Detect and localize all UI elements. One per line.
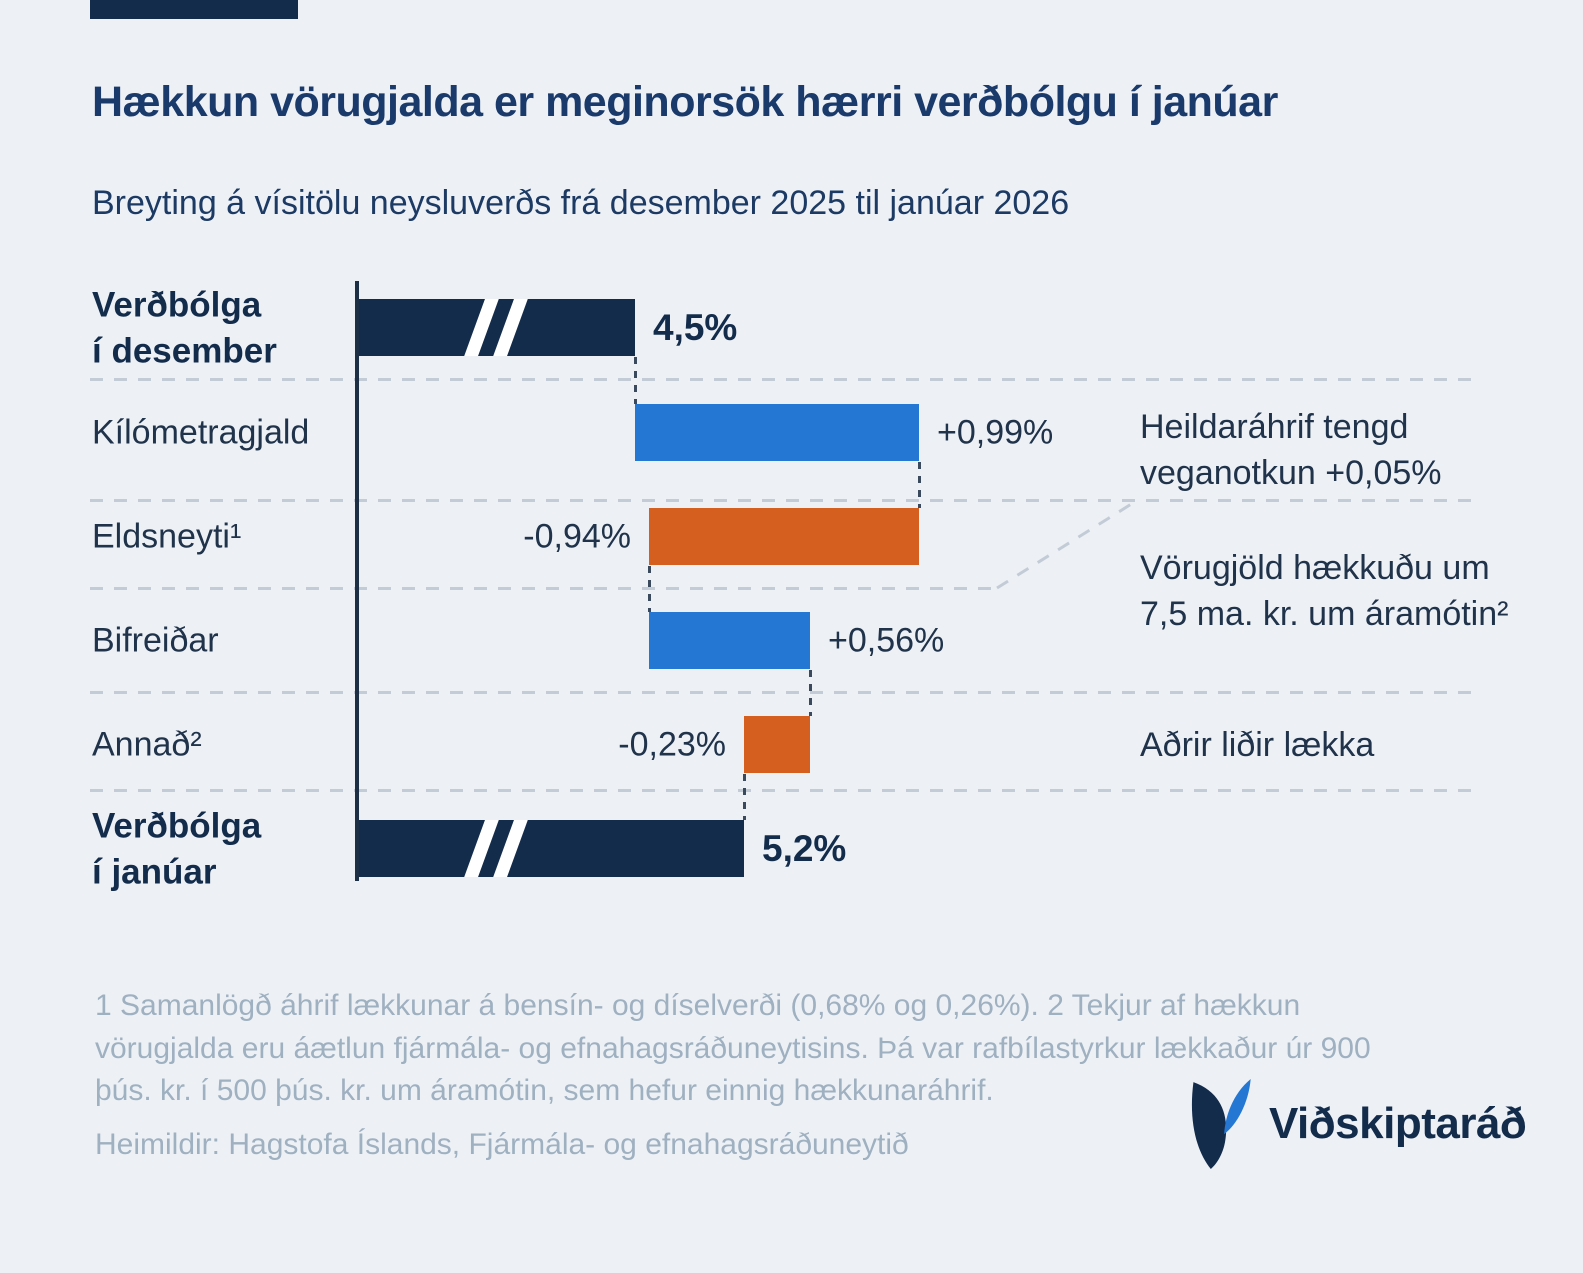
axis-line — [355, 281, 359, 881]
value-label-0: 4,5% — [653, 307, 738, 348]
separator-line-2 — [90, 499, 1482, 502]
axis-break-mark — [491, 299, 530, 356]
separator-line-3 — [90, 587, 997, 590]
annotation-vorugjold: Vörugjöld hækkuðu um 7,5 ma. kr. um áram… — [1140, 549, 1509, 634]
vidskiptarad-logo: Viðskiptaráð — [1183, 1078, 1527, 1170]
axis-break-mark — [462, 820, 501, 877]
bar-0 — [357, 299, 635, 356]
vidskiptarad-logo-text: Viðskiptaráð — [1269, 1099, 1527, 1148]
value-label-5: 5,2% — [762, 828, 847, 869]
connector-3 — [809, 670, 812, 716]
vidskiptarad-logo-icon — [1191, 1079, 1251, 1169]
connector-1 — [918, 462, 921, 508]
annotation-adrir-lidir: Aðrir liðir lækka — [1140, 725, 1375, 764]
row-label-line: í janúar — [92, 852, 217, 891]
separator-line-5 — [90, 789, 1482, 792]
connector-4 — [743, 774, 746, 820]
chart-subtitle: Breyting á vísitölu neysluverðs frá dese… — [92, 184, 1070, 222]
row-label-kilometragjald: Kílómetragjald — [92, 413, 310, 452]
top-accent-bar — [90, 0, 298, 19]
annotation-veganotkun: Heildaráhrif tengd veganotkun +0,05% — [1140, 408, 1442, 493]
row-label-line: Verðbólga — [92, 285, 262, 325]
value-label-1: +0,99% — [937, 413, 1054, 452]
bar-4 — [744, 716, 810, 773]
separator-line-1 — [90, 378, 1482, 381]
bar-3 — [649, 612, 810, 669]
axis-break-mark — [462, 299, 501, 356]
value-label-2: -0,94% — [523, 517, 631, 556]
row-label-annad: Annað² — [92, 725, 202, 764]
row-label-bifreidar: Bifreiðar — [92, 621, 219, 660]
bar-2 — [649, 508, 919, 565]
row-label-eldsneyti: Eldsneyti¹ — [92, 517, 242, 556]
connector-2 — [648, 566, 651, 612]
source-text: Heimildir: Hagstofa Íslands, Fjármála- o… — [95, 1128, 909, 1161]
connector-0 — [634, 357, 637, 404]
value-label-4: -0,23% — [618, 725, 726, 764]
separator-line-4 — [90, 691, 1482, 694]
axis-break-mark — [491, 820, 530, 877]
value-label-3: +0,56% — [828, 621, 945, 660]
chart-title: Hækkun vörugjalda er meginorsök hærri ve… — [92, 78, 1278, 126]
footnote-text: 1 Samanlögð áhrif lækkunar á bensín- og … — [95, 989, 1371, 1108]
row-label-verdbolga-i-desember: Verðbólga í desember — [92, 283, 277, 374]
bar-1 — [635, 404, 919, 461]
row-label-verdbolga-i-januar: Verðbólga í janúar — [92, 804, 261, 895]
row-label-line: í desember — [92, 331, 277, 370]
bar-5 — [357, 820, 744, 877]
row-label-line: Verðbólga — [92, 806, 262, 846]
